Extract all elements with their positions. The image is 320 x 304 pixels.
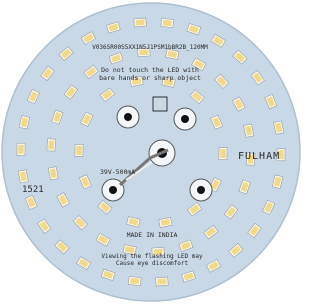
photo: V036SR00S5XX1N5J1PSM1bBR2B_120MM Do not … — [0, 0, 303, 304]
caution-line: Viewing the flashing LED may — [101, 253, 203, 260]
rating: 39V-500mA — [100, 168, 135, 176]
part-number: V036SR00S5XX1N5J1PSM1bBR2B_120MM — [92, 44, 208, 51]
led — [128, 276, 141, 285]
led-phosphor — [130, 278, 140, 285]
led-phosphor — [162, 20, 172, 27]
led — [75, 144, 83, 156]
led-phosphor — [135, 19, 144, 25]
led — [17, 143, 25, 155]
led — [134, 18, 147, 27]
led-phosphor — [18, 145, 24, 154]
hole-center — [197, 186, 205, 194]
caution-line: Cause eye discomfort — [116, 260, 189, 267]
led-phosphor — [48, 140, 54, 149]
hole-center — [181, 115, 189, 123]
led — [47, 139, 56, 152]
led-phosphor — [220, 149, 226, 158]
warning-line: bare hands or sharp object — [99, 74, 201, 82]
led — [161, 18, 174, 27]
led — [219, 148, 227, 160]
origin: MADE IN INDIA — [127, 231, 178, 239]
warning-line: Do not touch the LED with — [101, 66, 199, 74]
brand: FULHAM — [238, 151, 280, 162]
led-phosphor — [76, 146, 82, 155]
code: 1521 — [22, 185, 44, 195]
hole-center — [109, 186, 117, 194]
hole-center — [124, 113, 132, 121]
led — [156, 277, 169, 286]
led-phosphor — [157, 278, 166, 284]
